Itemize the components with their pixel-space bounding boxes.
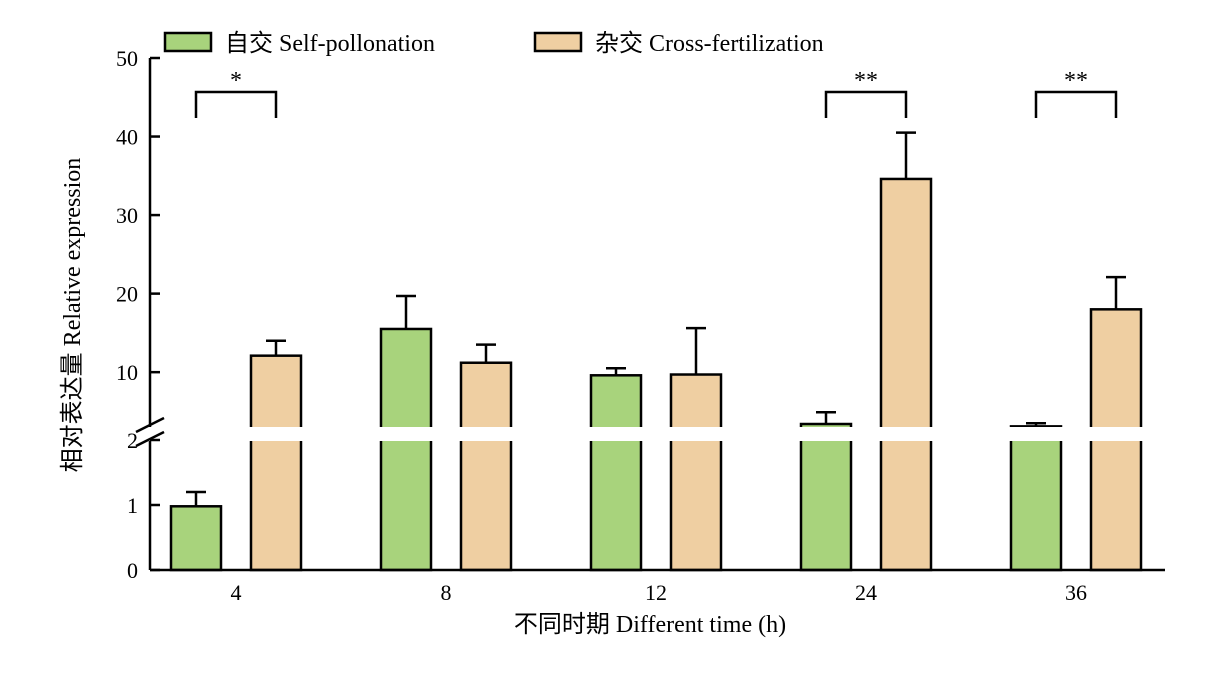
- significance-label: *: [230, 68, 242, 94]
- legend-label-self: 自交 Self-pollonation: [225, 30, 435, 57]
- x-tick-label: 36: [1065, 580, 1087, 605]
- bar-self-4: [169, 505, 223, 572]
- y-tick-label: 20: [116, 282, 138, 307]
- x-tick-label: 12: [645, 580, 667, 605]
- legend-swatch-self: [163, 31, 213, 53]
- y-tick-label: 10: [116, 360, 138, 385]
- bars-layer: [169, 177, 1143, 572]
- y-axis-label: 相对表达量 Relative expression: [59, 158, 86, 473]
- bar-cross-4: [249, 354, 303, 572]
- significance-bracket: [194, 90, 278, 118]
- bar-self-8: [379, 327, 433, 572]
- bar-cross-8: [459, 361, 513, 572]
- significance-bracket: [1034, 90, 1118, 118]
- x-tick-label: 8: [441, 580, 452, 605]
- y-tick-label: 1: [127, 493, 138, 518]
- significance-bracket: [824, 90, 908, 118]
- bar-cross-24: [879, 177, 933, 572]
- significance-label: **: [1064, 68, 1088, 94]
- y-tick-label: 2: [127, 428, 138, 453]
- y-tick-label: 50: [116, 46, 138, 71]
- axis-break-layer: [152, 427, 1167, 441]
- legend: 自交 Self-pollonation 杂交 Cross-fertilizatio…: [163, 30, 824, 57]
- y-tick-label: 40: [116, 125, 138, 150]
- x-tick-label: 4: [231, 580, 242, 605]
- significance-layer: * ** **: [194, 68, 1118, 118]
- x-axis-label: 不同时期 Different time (h): [514, 611, 786, 638]
- bar-cross-12: [669, 373, 723, 572]
- y-tick-label: 0: [127, 558, 138, 583]
- axis-break-gap: [152, 427, 1167, 441]
- error-bars-layer: [186, 131, 1126, 507]
- axis-break-mark: [135, 416, 165, 434]
- y-tick-label: 30: [116, 203, 138, 228]
- legend-label-cross: 杂交 Cross-fertilization: [595, 30, 824, 57]
- significance-label: **: [854, 68, 878, 94]
- bar-self-12: [589, 374, 643, 572]
- x-tick-label: 24: [855, 580, 877, 605]
- bar-self-24: [799, 422, 853, 572]
- legend-swatch-cross: [533, 31, 583, 53]
- bar-self-36: [1009, 425, 1063, 572]
